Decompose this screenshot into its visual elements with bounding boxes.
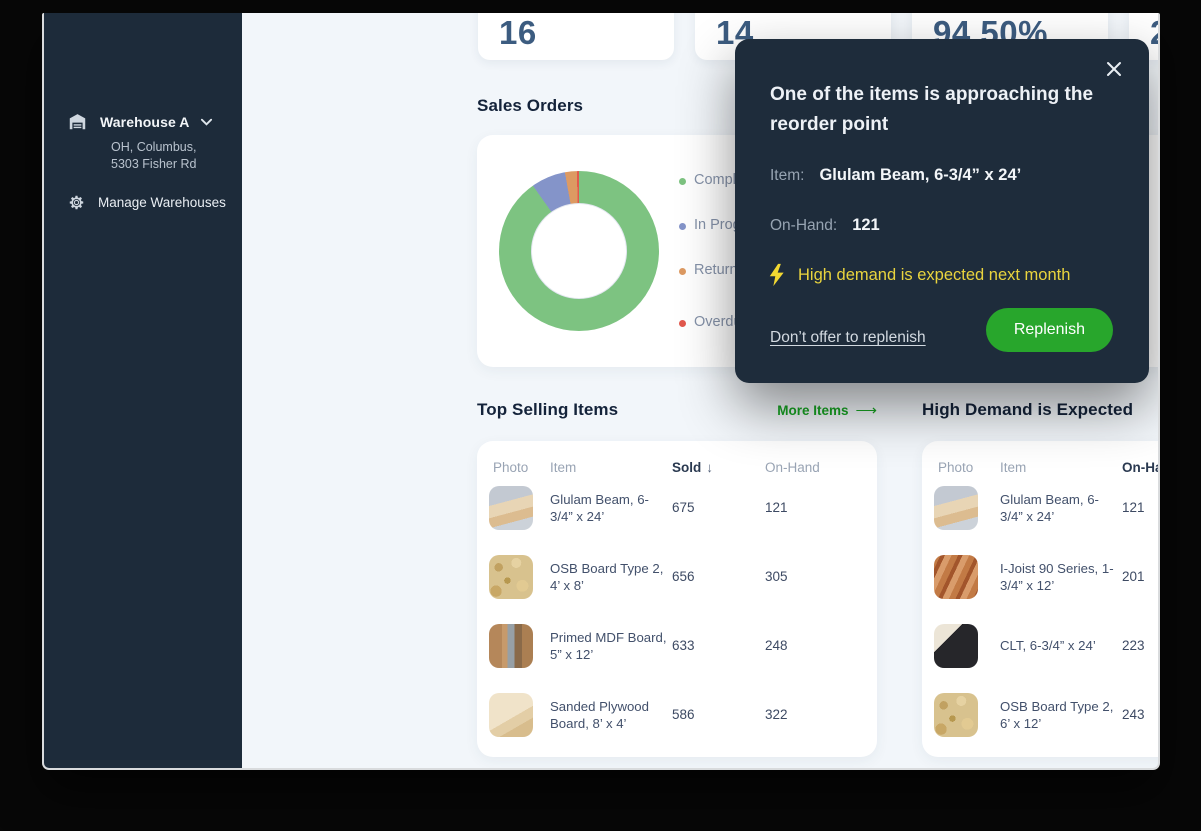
reorder-alert-modal: One of the items is approaching the reor…: [735, 39, 1149, 383]
sales-orders-title: Sales Orders: [477, 96, 584, 115]
column-header-sold[interactable]: Sold ↓: [672, 460, 713, 475]
top-selling-title: Top Selling Items: [477, 400, 619, 419]
legend-bullet: [679, 268, 686, 275]
modal-item-row: Item: Glulam Beam, 6-3/4” x 24’: [770, 166, 1022, 184]
chevron-down-icon: [200, 118, 212, 126]
column-header-item: Item: [550, 460, 577, 475]
item-photo-i-joist: [934, 555, 978, 599]
manage-warehouses-button[interactable]: Manage Warehouses: [68, 194, 226, 211]
stat-value: 2%: [1150, 14, 1158, 52]
legend-bullet: [679, 320, 686, 327]
warehouse-address: OH, Columbus, 5303 Fisher Rd: [111, 140, 197, 171]
modal-onhand-value: 121: [852, 216, 880, 234]
top-selling-more-items-link[interactable]: More Items ⟶: [777, 402, 877, 419]
stat-value: 16: [499, 14, 537, 51]
column-header-photo: Photo: [938, 460, 974, 475]
arrow-right-icon: ⟶: [855, 402, 877, 419]
modal-replenish-button[interactable]: Replenish: [985, 308, 1113, 352]
stat-card: 16: [478, 13, 674, 60]
top-selling-table: Photo Item Sold ↓ On-Hand Glulam Beam, 6-…: [477, 441, 877, 757]
sidebar: Warehouse A OH, Columbus, 5303 Fisher Rd…: [44, 13, 242, 768]
item-photo-mdf-board: [489, 624, 533, 668]
item-photo-osb-board: [489, 555, 533, 599]
app-window: Warehouse A OH, Columbus, 5303 Fisher Rd…: [42, 13, 1160, 770]
close-icon[interactable]: [1101, 56, 1127, 82]
modal-title: One of the items is approaching the reor…: [770, 84, 1094, 135]
high-demand-table: Photo Item On-Hand↑ Glulam Beam, 6-3/4” …: [922, 441, 1158, 757]
modal-item-value: Glulam Beam, 6-3/4” x 24’: [819, 166, 1022, 184]
modal-onhand-row: On-Hand: 121: [770, 216, 880, 234]
item-photo-clt: [934, 624, 978, 668]
item-photo-glulam-beam: [489, 486, 533, 530]
item-photo-plywood-board: [489, 693, 533, 737]
lightning-icon: [769, 263, 784, 287]
warehouse-name: Warehouse A: [100, 113, 190, 130]
column-header-photo: Photo: [493, 460, 529, 475]
legend-bullet: [679, 178, 686, 185]
sort-descending-icon: ↓: [706, 460, 713, 475]
sales-orders-donut-chart: [499, 171, 659, 331]
manage-warehouses-label: Manage Warehouses: [98, 195, 226, 210]
column-header-item: Item: [1000, 460, 1027, 475]
column-header-onhand: On-Hand: [765, 460, 820, 475]
modal-warning: High demand is expected next month: [767, 263, 1070, 287]
legend-bullet: [679, 223, 686, 230]
warehouse-icon: [69, 114, 86, 130]
column-header-onhand[interactable]: On-Hand↑: [1122, 460, 1158, 475]
donut-hole: [531, 203, 627, 299]
gear-icon: [69, 195, 84, 210]
high-demand-title: High Demand is Expected: [922, 400, 1134, 419]
warehouse-selector[interactable]: Warehouse A: [68, 113, 213, 130]
item-photo-glulam-beam: [934, 486, 978, 530]
item-photo-osb-board: [934, 693, 978, 737]
dismiss-replenish-link[interactable]: Don’t offer to replenish: [770, 329, 926, 346]
